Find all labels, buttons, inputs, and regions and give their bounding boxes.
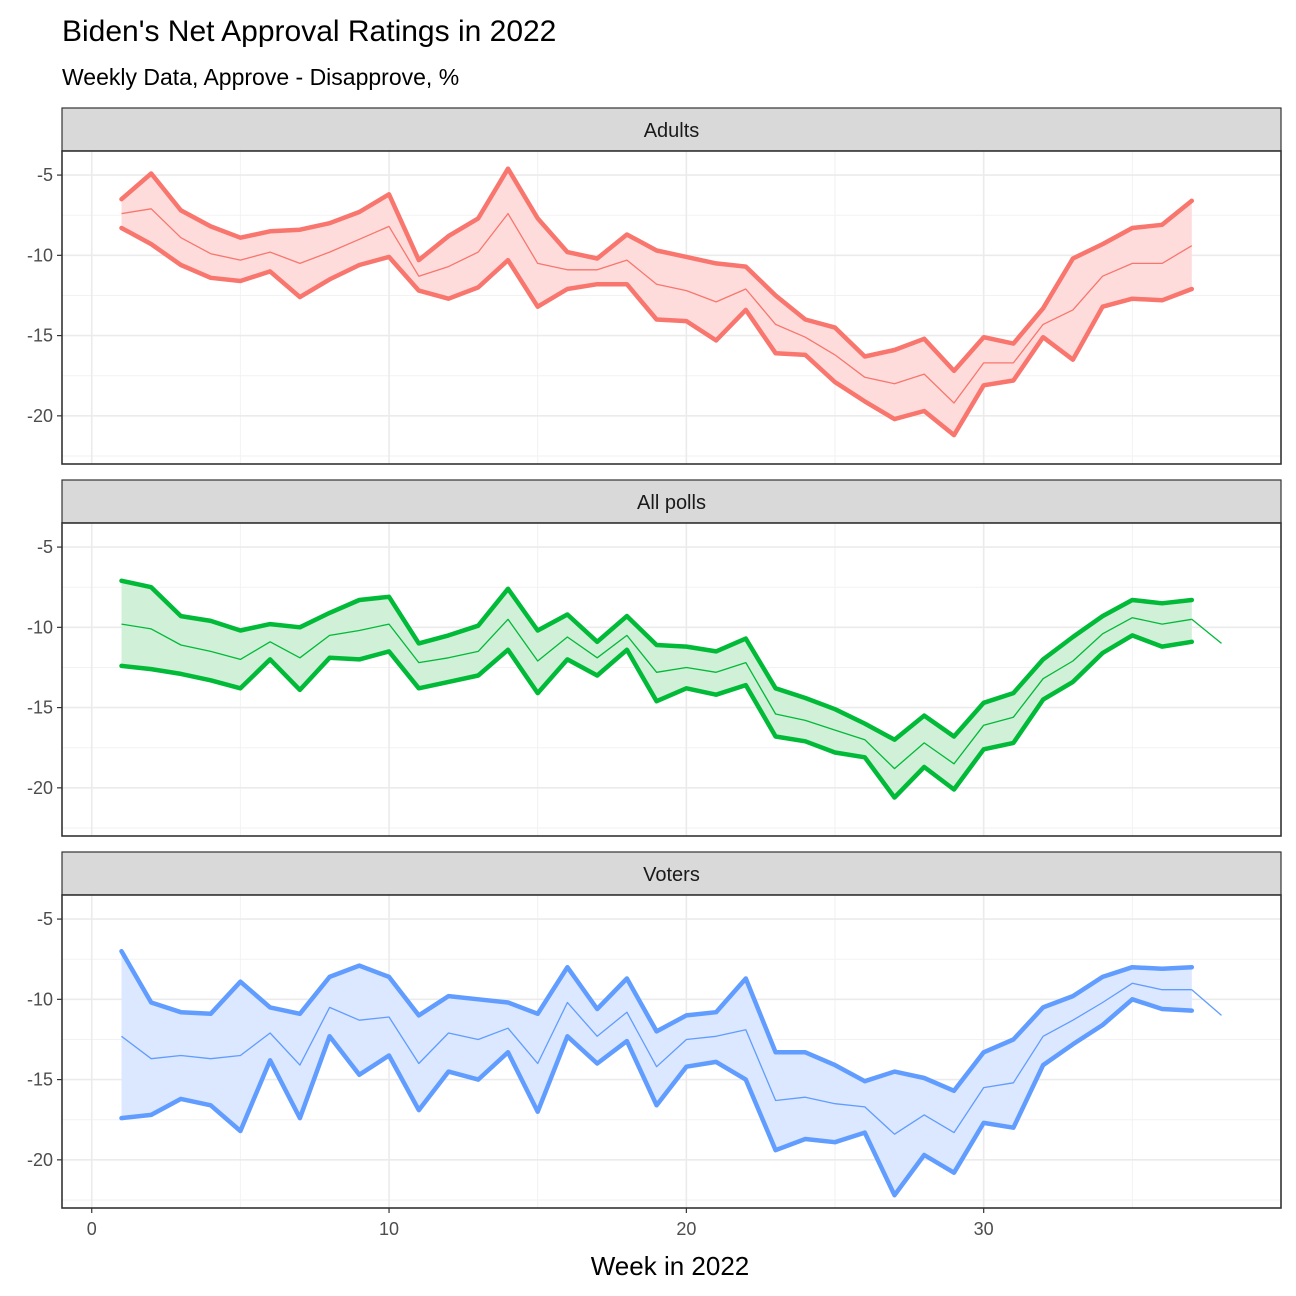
x-tick-label: 20 xyxy=(676,1219,696,1239)
lower-line-all-polls xyxy=(119,633,1195,800)
y-tick-label: -20 xyxy=(27,778,53,798)
facet-strip xyxy=(61,479,1282,524)
y-tick-label: -20 xyxy=(27,406,53,426)
x-tick-label: 30 xyxy=(974,1219,994,1239)
panel-border xyxy=(61,522,1282,837)
facet-strip xyxy=(61,851,1282,896)
upper-line-voters xyxy=(119,948,1195,1094)
lower-line-adults xyxy=(119,225,1195,438)
middle-line-voters xyxy=(121,982,1192,1135)
y-tick-label: -5 xyxy=(37,909,53,929)
y-tick-label: -20 xyxy=(27,1150,53,1170)
facet-strip-label: Voters xyxy=(643,864,700,886)
middle-line-extension-all-polls xyxy=(1191,618,1222,644)
facet-strip-label: All polls xyxy=(637,492,706,514)
facet-voters: Voters -5 -10 -15 -20 xyxy=(27,851,1282,1209)
y-tick-label: -10 xyxy=(27,245,53,265)
x-axis: 0 10 20 30 xyxy=(87,1208,994,1239)
y-tick-label: -15 xyxy=(27,326,53,346)
y-tick-label: -15 xyxy=(27,1070,53,1090)
chart-title: Biden's Net Approval Ratings in 2022 xyxy=(62,15,556,48)
y-tick-label: -15 xyxy=(27,698,53,718)
y-tick-label: -5 xyxy=(37,165,53,185)
upper-line-all-polls xyxy=(119,578,1195,742)
x-axis-title: Week in 2022 xyxy=(591,1251,750,1281)
panel-border xyxy=(61,894,1282,1209)
ribbon-adults xyxy=(121,168,1192,436)
facet-adults: Adults -5 -10 -15 -20 xyxy=(27,107,1282,465)
facet-strip-label: Adults xyxy=(644,120,700,142)
middle-line-all-polls xyxy=(121,617,1192,770)
upper-line-adults xyxy=(119,166,1195,374)
facet-all-polls: All polls -5 -10 -15 -20 xyxy=(27,479,1282,837)
panel-border xyxy=(61,150,1282,465)
middle-line-adults xyxy=(121,208,1193,404)
lower-line-voters xyxy=(119,997,1195,1198)
facet-strip xyxy=(61,107,1282,152)
y-tick-label: -5 xyxy=(37,537,53,557)
x-tick-label: 0 xyxy=(87,1219,97,1239)
x-tick-label: 10 xyxy=(379,1219,399,1239)
chart-subtitle: Weekly Data, Approve - Disapprove, % xyxy=(62,64,459,90)
ribbon-voters xyxy=(121,951,1192,1196)
y-tick-label: -10 xyxy=(27,617,53,637)
y-tick-label: -10 xyxy=(27,989,53,1009)
middle-line-extension-voters xyxy=(1191,989,1222,1016)
